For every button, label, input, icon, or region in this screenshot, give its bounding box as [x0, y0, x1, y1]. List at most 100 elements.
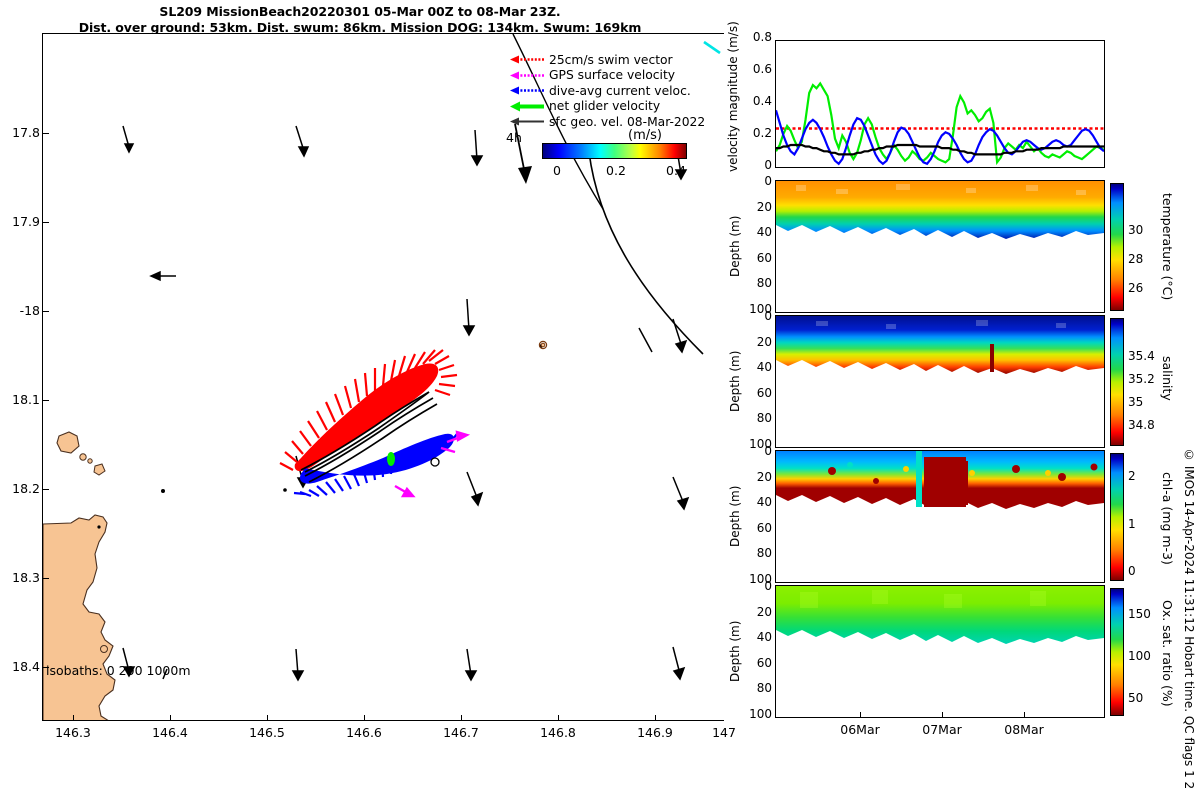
time-axis-tick-2 [1024, 712, 1025, 718]
chla-depth-tick-3: 60 [756, 520, 772, 535]
map-lat-tick-5 [43, 578, 49, 579]
map-lon-label-3: 146.6 [346, 725, 382, 740]
velocity-magnitude-panel[interactable] [775, 40, 1105, 168]
cyan-tick-icon [703, 40, 721, 55]
oxygen-colorbar [1110, 588, 1124, 716]
velocity-y-axis-label: velocity magnitude (m/s) [726, 21, 740, 172]
oxygen-cb-tick-2: 150 [1128, 606, 1151, 621]
salinity-depth-tick-3: 60 [756, 385, 772, 400]
oxygen-section [776, 586, 1104, 644]
map-lon-tick-5 [558, 715, 559, 721]
temperature-cb-tick-0: 26 [1128, 280, 1144, 295]
map-lat-label-4: 18.2 [12, 481, 40, 496]
temperature-depth-tick-4: 80 [756, 276, 772, 291]
oxygen-depth-tick-3: 60 [756, 655, 772, 670]
salinity-colorbar-title: salinity [1160, 355, 1175, 401]
velocity-y-tick-0: 0 [764, 158, 772, 172]
oxygen-panel[interactable] [775, 585, 1105, 718]
time-scale-arrow-icon [514, 123, 532, 184]
map-canvas [43, 34, 724, 720]
chla-colorbar-title: chl-a (mg m-3) [1160, 471, 1175, 565]
velocity-plot [776, 81, 1104, 166]
salinity-cb-tick-3: 35.4 [1128, 349, 1155, 364]
oxygen-depth-tick-4: 80 [756, 681, 772, 696]
map-colorbar-tick-2: 0.4 [666, 163, 686, 178]
temperature-cb-tick-1: 28 [1128, 251, 1144, 266]
chla-cb-tick-0: 0 [1128, 564, 1136, 579]
map-legend: 25cm/s swim vector GPS surface velocity … [508, 52, 723, 130]
map-lat-label-2: -18 [19, 303, 40, 318]
time-axis-tick-0 [860, 712, 861, 718]
time-axis-label-0: 06Mar [840, 722, 880, 737]
salinity-panel[interactable] [775, 315, 1105, 448]
legend-label: 25cm/s swim vector [549, 52, 673, 67]
map-lon-tick-3 [364, 715, 365, 721]
salinity-section [776, 316, 1104, 374]
arrow-left-icon [510, 101, 544, 112]
map-lon-tick-4 [461, 715, 462, 721]
salinity-depth-tick-0: 0 [764, 309, 772, 323]
temperature-colorbar-title: temperature (°C) [1160, 193, 1175, 301]
map-lat-tick-6 [43, 667, 49, 668]
legend-item-swim-vector: 25cm/s swim vector [508, 52, 723, 68]
temperature-depth-tick-5: 100 [749, 302, 772, 316]
chla-panel[interactable] [775, 450, 1105, 583]
oxygen-depth-tick-2: 40 [756, 630, 772, 645]
chla-depth-tick-1: 20 [756, 469, 772, 484]
map-lon-label-1: 146.4 [152, 725, 188, 740]
salinity-depth-tick-1: 20 [756, 334, 772, 349]
legend-label: dive-avg current veloc. [549, 83, 691, 98]
velocity-y-tick-4: 0.8 [752, 30, 772, 44]
waypoint-marker [430, 457, 440, 467]
legend-item-dive-avg-current: dive-avg current veloc. [508, 83, 723, 99]
figure-title: SL209 MissionBeach20220301 05-Mar 00Z to… [0, 4, 720, 35]
map-lon-tick-1 [170, 715, 171, 721]
arrow-left-icon [510, 117, 544, 126]
oxygen-colorbar-title: Ox. sat. ratio (%) [1160, 599, 1175, 707]
map-lon-label-6: 146.9 [637, 725, 673, 740]
map-lat-label-3: 18.1 [12, 392, 40, 407]
chla-section [776, 451, 1104, 509]
arrow-left-icon [510, 55, 544, 64]
map-lon-tick-2 [267, 715, 268, 721]
map-lat-label-5: 18.3 [12, 570, 40, 585]
temperature-section [776, 181, 1104, 239]
legend-item-net-glider-velocity: net glider velocity [508, 99, 723, 115]
map-lat-tick-0 [43, 133, 49, 134]
map-lat-tick-3 [43, 400, 49, 401]
salinity-cb-tick-2: 35.2 [1128, 372, 1155, 387]
temperature-panel[interactable] [775, 180, 1105, 313]
isobath-markers [97, 340, 548, 529]
time-axis-label-1: 07Mar [922, 722, 962, 737]
map-lat-tick-2 [43, 311, 49, 312]
temperature-colorbar [1110, 183, 1124, 311]
velocity-y-tick-2: 0.4 [752, 94, 772, 108]
map-lat-label-1: 17.9 [12, 214, 40, 229]
temperature-depth-tick-3: 60 [756, 250, 772, 265]
legend-label: GPS surface velocity [549, 68, 676, 83]
coastline-land [43, 431, 116, 720]
map-colorbar-tick-0: 0 [553, 163, 561, 178]
temperature-depth-tick-2: 40 [756, 225, 772, 240]
oxygen-depth-tick-0: 0 [764, 579, 772, 593]
oxygen-depth-tick-5: 100 [749, 707, 772, 721]
map-lat-tick-4 [43, 489, 49, 490]
legend-label: sfc geo. vel. 08-Mar-2022 [549, 114, 706, 129]
map-lat-tick-1 [43, 222, 49, 223]
map-colorbar-title: (m/s) [628, 128, 662, 143]
time-axis-tick-1 [942, 712, 943, 718]
arrow-left-icon [510, 71, 544, 80]
temperature-cb-tick-2: 30 [1128, 223, 1144, 237]
salinity-cb-tick-1: 35 [1128, 395, 1144, 410]
legend-item-sfc-geo-velocity: sfc geo. vel. 08-Mar-2022 [508, 114, 723, 130]
velocity-y-tick-1: 0.2 [752, 126, 772, 140]
map-lon-label-4: 146.7 [443, 725, 479, 740]
current-vector-field [122, 125, 690, 682]
chla-depth-tick-4: 80 [756, 546, 772, 561]
legend-label: net glider velocity [549, 99, 661, 114]
chla-depth-tick-5: 100 [749, 572, 772, 586]
salinity-depth-tick-5: 100 [749, 437, 772, 451]
map-lon-label-0: 146.3 [55, 725, 91, 740]
chla-depth-tick-0: 0 [764, 444, 772, 458]
map-lon-label-5: 146.8 [540, 725, 576, 740]
